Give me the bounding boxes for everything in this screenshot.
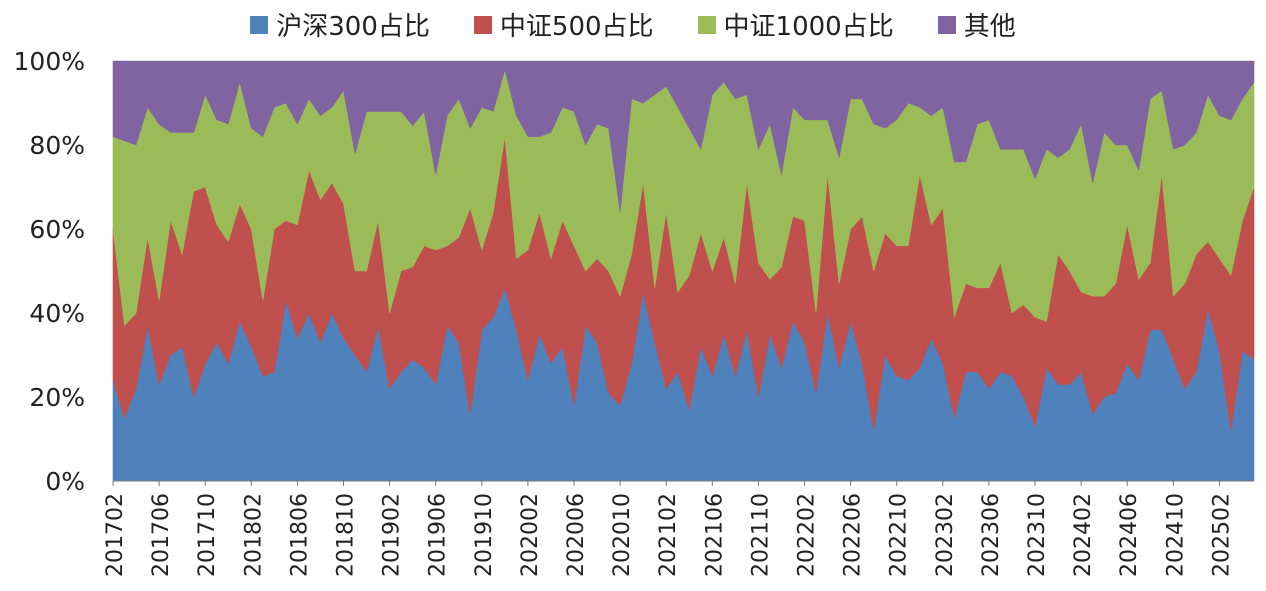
legend-swatch-csi1000	[697, 15, 716, 34]
x-tick-label: 201906	[426, 493, 451, 577]
x-tick-label: 202010	[610, 493, 635, 577]
x-tick-label: 202402	[1071, 493, 1096, 577]
area-layers	[112, 60, 1255, 482]
x-tick-label: 202210	[887, 493, 912, 577]
x-tick-label: 202502	[1209, 493, 1234, 577]
x-tick-label: 202410	[1163, 493, 1188, 577]
legend-label-other: 其他	[963, 12, 1016, 42]
x-tick-label: 201702	[103, 493, 128, 577]
x-tick-label: 201806	[287, 493, 312, 577]
x-tick-label: 201802	[241, 493, 266, 577]
x-tick-label: 202206	[841, 493, 866, 577]
x-tick-label: 202106	[702, 493, 727, 577]
legend-swatch-hs300	[250, 15, 269, 34]
x-tick-label: 202202	[795, 493, 820, 577]
y-tick-label: 40%	[29, 299, 85, 328]
y-tick-label: 100%	[14, 47, 85, 76]
x-tick-label: 202102	[656, 493, 681, 577]
x-tick-label: 202006	[564, 493, 589, 577]
x-tick-label: 201910	[472, 493, 497, 577]
x-tick-label: 201706	[149, 493, 174, 577]
legend-label-hs300: 沪深300占比	[276, 12, 430, 42]
x-tick-label: 202002	[518, 493, 543, 577]
x-tick-label: 202306	[979, 493, 1004, 577]
legend-label-csi500: 中证500占比	[499, 12, 654, 42]
legend-item-other: 其他	[937, 6, 1016, 43]
x-tick-label: 201710	[195, 493, 220, 577]
x-tick-label: 202110	[748, 493, 773, 577]
legend-swatch-csi500	[473, 15, 492, 34]
x-tick-label: 202302	[933, 493, 958, 577]
y-tick-label: 60%	[29, 215, 85, 244]
legend-swatch-other	[937, 15, 956, 34]
y-tick-label: 20%	[29, 383, 85, 412]
y-tick-label: 80%	[29, 131, 85, 160]
legend-item-hs300: 沪深300占比	[250, 6, 430, 43]
legend: 沪深300占比 中证500占比 中证1000占比 其他	[0, 6, 1266, 43]
x-tick-label: 201902	[380, 493, 405, 577]
area-series-3	[112, 60, 1255, 213]
y-tick-label: 0%	[45, 467, 85, 496]
legend-item-csi500: 中证500占比	[473, 6, 654, 43]
legend-item-csi1000: 中证1000占比	[697, 6, 894, 43]
x-tick-label: 202406	[1117, 493, 1142, 577]
x-tick-label: 202310	[1025, 493, 1050, 577]
x-tick-label: 201810	[334, 493, 359, 577]
legend-label-csi1000: 中证1000占比	[723, 12, 894, 42]
axes: 0% 20% 40% 60% 80% 100% 201702 201706 201710 2018…	[14, 47, 1254, 577]
